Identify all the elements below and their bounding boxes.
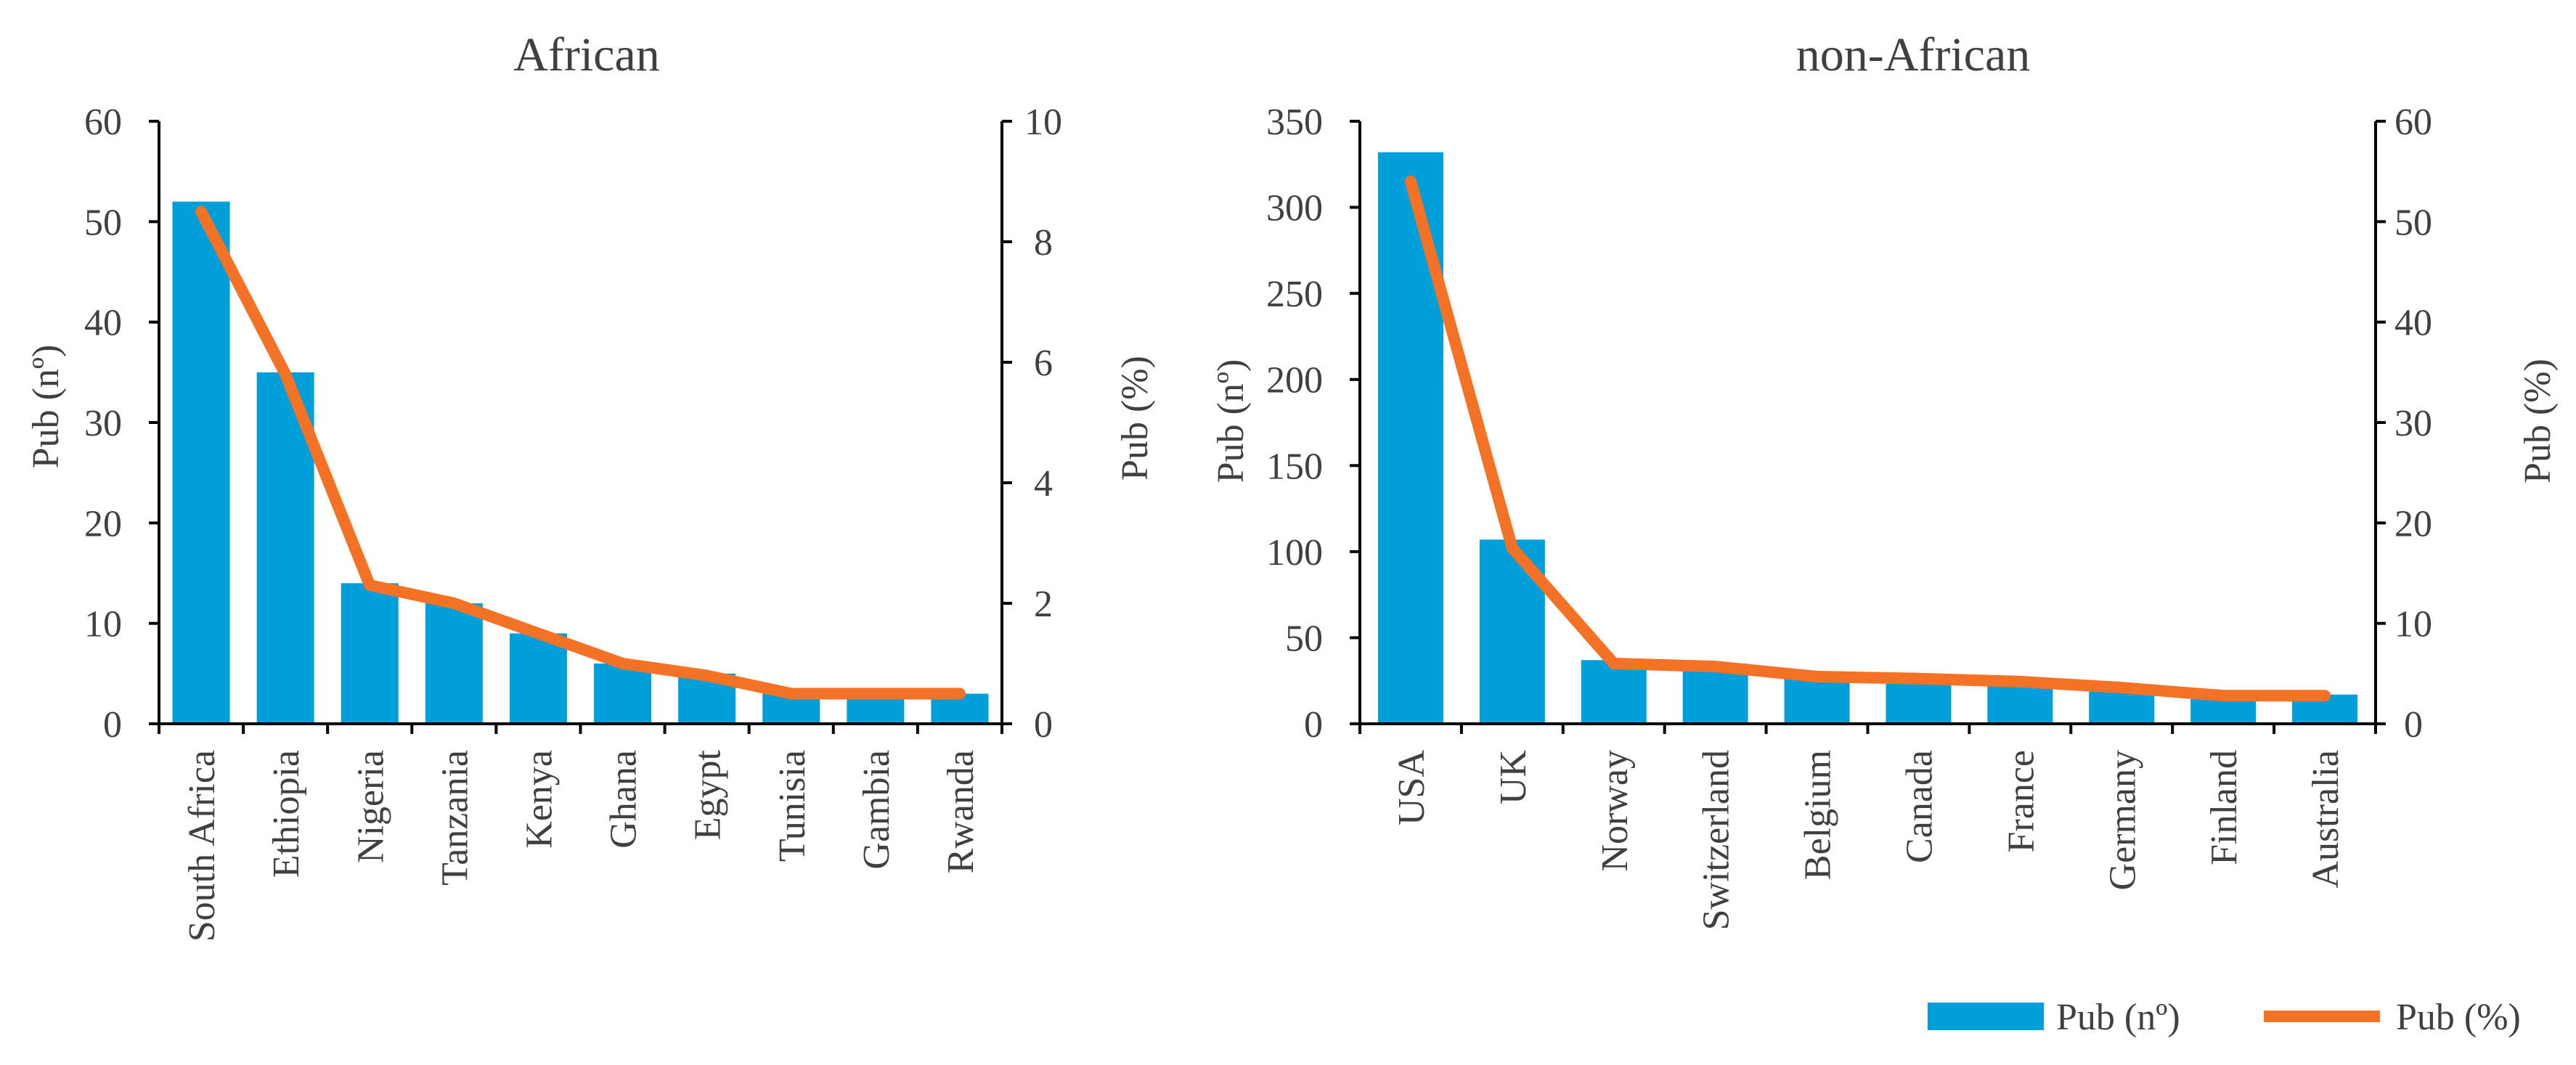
y-tick-label: 100 (1266, 532, 1323, 574)
y-axis-label-left: Pub (nº) (1210, 359, 1252, 483)
y-tick-label: 20 (84, 503, 122, 544)
x-tick-label: Tanzania (434, 750, 476, 886)
y2-tick-label: 10 (2394, 604, 2432, 645)
y2-tick-label: 4 (1034, 463, 1053, 505)
x-tick-label: USA (1391, 750, 1432, 825)
y2-tick-label: 60 (2394, 102, 2432, 143)
y-tick-label: 60 (84, 102, 122, 143)
x-tick-label: Tunisia (772, 750, 813, 862)
x-tick-label: Ethiopia (266, 750, 307, 878)
y2-tick-label: 20 (2394, 503, 2432, 544)
x-tick-label: Finland (2204, 750, 2245, 865)
x-tick-label: France (2000, 750, 2042, 852)
y-tick-label: 10 (84, 604, 122, 645)
y-tick-label: 30 (84, 403, 122, 444)
y2-tick-label: 8 (1034, 222, 1053, 264)
bar (1377, 152, 1443, 724)
x-tick-label: Germany (2102, 750, 2143, 890)
y2-tick-label: 6 (1034, 343, 1053, 384)
x-tick-label: UK (1493, 750, 1534, 805)
legend-bar-label: Pub (nº) (2056, 997, 2180, 1038)
y-axis-label-right: Pub (%) (2517, 359, 2559, 483)
y-tick-label: 50 (84, 202, 122, 243)
y-tick-label: 250 (1266, 274, 1323, 315)
y2-tick-label: 40 (2394, 303, 2432, 344)
y-tick-label: 300 (1266, 188, 1323, 229)
bar (594, 664, 652, 724)
bar (1581, 660, 1647, 724)
y2-tick-label: 50 (2394, 202, 2432, 243)
chart-title: non-African (1796, 28, 2031, 81)
x-tick-label: Ghana (603, 750, 645, 849)
y2-tick-label: 0 (2404, 704, 2423, 746)
x-tick-label: Canada (1899, 750, 1940, 863)
y-tick-label: 0 (1304, 704, 1323, 746)
legend-line-label: Pub (%) (2396, 997, 2521, 1038)
x-tick-label: Nigeria (350, 750, 391, 863)
y2-tick-label: 2 (1034, 584, 1053, 625)
y2-tick-label: 30 (2394, 403, 2432, 444)
x-tick-label: Rwanda (940, 750, 982, 873)
x-tick-label: Gambia (856, 750, 897, 870)
line-series-pub-percent (1404, 176, 2331, 702)
chart-panel-african: African Pub (nº) Pub (%) 0 10 20 30 40 50 60 0 2… (25, 28, 1156, 942)
x-tick-label: South Africa (182, 750, 223, 942)
y-tick-label: 50 (1285, 618, 1323, 659)
chart-panel-non-african: non-African Pub (nº) Pub (%) 05010015020… (1210, 28, 2559, 930)
x-tick-label: Egypt (688, 749, 729, 840)
x-tick-label: Australia (2305, 750, 2347, 889)
chart-title: African (513, 28, 660, 81)
bar (172, 201, 230, 725)
y2-tick-label: 10 (1024, 102, 1062, 143)
y-tick-label: 350 (1266, 102, 1323, 143)
bar (509, 633, 567, 724)
legend-bar-swatch (1928, 1003, 2044, 1030)
bar (341, 583, 399, 724)
x-tick-label: Belgium (1798, 750, 1839, 880)
x-tick-label: Kenya (518, 750, 560, 849)
y-tick-label: 0 (103, 704, 122, 746)
y2-tick-label: 0 (1034, 704, 1053, 746)
y-axis-label-right: Pub (%) (1114, 356, 1156, 481)
y-tick-label: 150 (1266, 446, 1323, 487)
y-tick-label: 200 (1266, 360, 1323, 401)
bar (425, 603, 483, 724)
x-tick-label: Norway (1594, 750, 1636, 872)
legend: Pub (nº) Pub (%) (1928, 997, 2521, 1038)
x-tick-label: Switzerland (1696, 750, 1737, 930)
line-series-pub-percent (195, 205, 966, 700)
y-axis-label-left: Pub (nº) (25, 345, 67, 469)
plot-area: 0 50 100 150 200 250 300 350 0 10 20 30 40 50 60 USA UK N… (1266, 102, 2432, 930)
plot-area: 0 10 20 30 40 50 60 0 2 4 6 8 10 South Africa Ethiopia… (84, 102, 1062, 942)
y-tick-label: 40 (84, 303, 122, 344)
